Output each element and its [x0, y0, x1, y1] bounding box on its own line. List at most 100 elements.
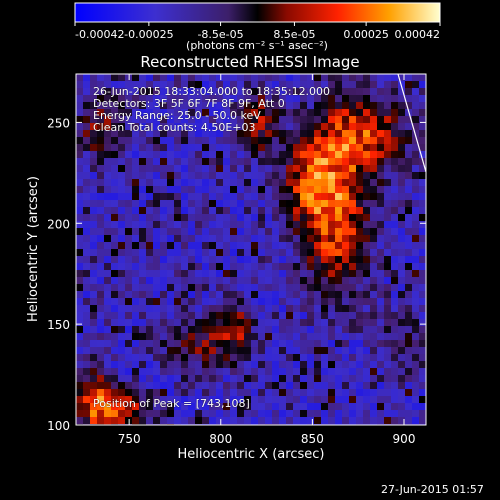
heatmap-cell — [251, 116, 259, 124]
heatmap-cell — [293, 256, 301, 264]
heatmap-cell — [237, 158, 245, 166]
heatmap-cell — [181, 74, 189, 82]
heatmap-cell — [356, 144, 364, 152]
heatmap-cell — [167, 207, 175, 215]
heatmap-cell — [384, 319, 392, 327]
heatmap-cell — [398, 333, 406, 341]
heatmap-cell — [230, 347, 238, 355]
heatmap-cell — [307, 375, 315, 383]
heatmap-cell — [342, 144, 350, 152]
heatmap-cell — [125, 305, 133, 313]
heatmap-cell — [258, 340, 266, 348]
heatmap-cell — [202, 403, 210, 411]
heatmap-cell — [146, 263, 154, 271]
heatmap-cell — [111, 242, 119, 250]
heatmap-cell — [118, 109, 126, 117]
heatmap-cell — [419, 270, 426, 278]
heatmap-cell — [419, 81, 426, 89]
heatmap-cell — [132, 347, 140, 355]
heatmap-cell — [167, 179, 175, 187]
heatmap-cell — [223, 347, 231, 355]
heatmap-cell — [181, 221, 189, 229]
heatmap-cell — [412, 382, 420, 390]
heatmap-cell — [90, 109, 98, 117]
heatmap-cell — [223, 305, 231, 313]
heatmap-cell — [412, 263, 420, 271]
heatmap-cell — [419, 95, 426, 103]
heatmap-cell — [97, 102, 105, 110]
heatmap-cell — [251, 347, 259, 355]
heatmap-cell — [83, 88, 91, 96]
heatmap-cell — [412, 228, 420, 236]
heatmap-cell — [188, 305, 196, 313]
heatmap-cell — [335, 130, 343, 138]
heatmap-cell — [188, 249, 196, 257]
heatmap-cell — [237, 144, 245, 152]
heatmap-cell — [335, 382, 343, 390]
heatmap-cell — [419, 305, 426, 313]
heatmap-cell — [286, 312, 294, 320]
heatmap-cell — [370, 137, 378, 145]
heatmap-cell — [363, 235, 371, 243]
heatmap-cell — [188, 396, 196, 404]
heatmap-cell — [104, 109, 112, 117]
heatmap-cell — [76, 137, 84, 145]
heatmap-cell — [202, 347, 210, 355]
heatmap-cell — [384, 102, 392, 110]
heatmap-cell — [125, 102, 133, 110]
heatmap-cell — [223, 228, 231, 236]
heatmap-cell — [223, 116, 231, 124]
heatmap-cell — [139, 186, 147, 194]
heatmap-cell — [251, 333, 259, 341]
heatmap-cell — [237, 396, 245, 404]
heatmap-cell — [111, 158, 119, 166]
heatmap-cell — [83, 249, 91, 257]
heatmap-cell — [335, 277, 343, 285]
heatmap-cell — [307, 158, 315, 166]
heatmap-cell — [223, 200, 231, 208]
heatmap-cell — [328, 291, 336, 299]
heatmap-cell — [349, 137, 357, 145]
heatmap-cell — [230, 354, 238, 362]
heatmap-cell — [363, 109, 371, 117]
heatmap-cell — [300, 200, 308, 208]
heatmap-cell — [272, 144, 280, 152]
heatmap-cell — [153, 123, 161, 131]
heatmap-cell — [293, 361, 301, 369]
heatmap-cell — [286, 158, 294, 166]
heatmap-cell — [258, 389, 266, 397]
heatmap-cell — [237, 123, 245, 131]
heatmap-cell — [314, 95, 322, 103]
heatmap-cell — [244, 361, 252, 369]
heatmap-cell — [202, 277, 210, 285]
heatmap-cell — [146, 354, 154, 362]
heatmap-cell — [244, 102, 252, 110]
heatmap-cell — [321, 375, 329, 383]
heatmap-cell — [377, 312, 385, 320]
heatmap-cell — [265, 88, 273, 96]
heatmap-cell — [251, 179, 259, 187]
heatmap-cell — [412, 340, 420, 348]
heatmap-cell — [370, 109, 378, 117]
heatmap-cell — [279, 158, 287, 166]
heatmap-cell — [377, 256, 385, 264]
heatmap-cell — [174, 249, 182, 257]
heatmap-cell — [153, 165, 161, 173]
heatmap-cell — [258, 235, 266, 243]
heatmap-cell — [83, 242, 91, 250]
heatmap-cell — [419, 144, 426, 152]
heatmap-cell — [286, 235, 294, 243]
heatmap-cell — [419, 298, 426, 306]
heatmap-cell — [202, 172, 210, 180]
heatmap-cell — [279, 207, 287, 215]
heatmap-cell — [279, 298, 287, 306]
heatmap-cell — [195, 382, 203, 390]
heatmap-cell — [160, 382, 168, 390]
heatmap-cell — [153, 417, 161, 425]
heatmap-cell — [153, 137, 161, 145]
heatmap-cell — [412, 130, 420, 138]
heatmap-cell — [405, 228, 413, 236]
heatmap-cell — [363, 368, 371, 376]
heatmap-cell — [377, 354, 385, 362]
heatmap-cell — [321, 249, 329, 257]
